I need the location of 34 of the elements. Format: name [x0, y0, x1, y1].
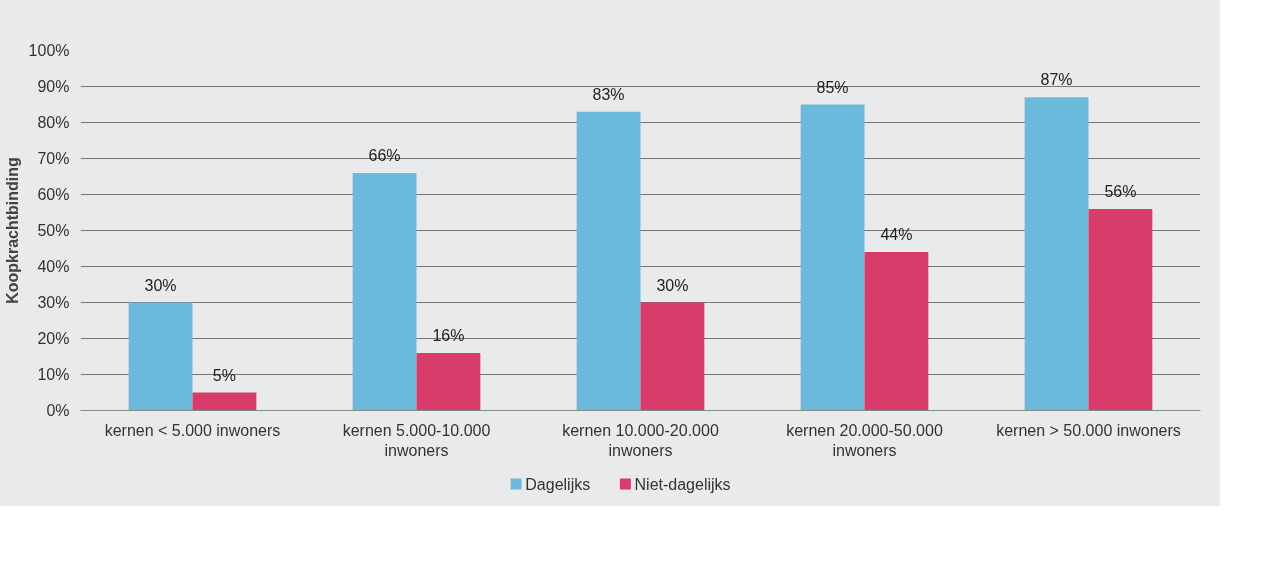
y-tick-label: 100%	[28, 42, 70, 59]
data-label: 44%	[880, 226, 913, 244]
y-tick-label: 30%	[37, 294, 70, 311]
bar	[128, 302, 193, 411]
data-label: 87%	[1040, 71, 1073, 89]
x-tick-label: kernen < 5.000 inwoners	[104, 421, 281, 439]
y-tick-label: 0%	[46, 402, 70, 419]
y-tick-label: 70%	[37, 150, 70, 167]
bar	[864, 252, 929, 411]
x-tick-label: kernen 5.000-10.000 inwoners	[342, 421, 491, 459]
y-tick-label: 40%	[37, 258, 70, 275]
bar	[352, 172, 417, 411]
data-label: 83%	[592, 85, 625, 103]
y-tick-label: 20%	[37, 330, 70, 347]
y-tick-label: 90%	[37, 78, 70, 95]
legend-label: Niet-dagelijks	[634, 475, 731, 493]
bar	[800, 104, 865, 411]
bar	[192, 392, 257, 411]
y-tick-label: 10%	[37, 366, 70, 383]
legend-label: Dagelijks	[525, 475, 591, 493]
bar	[1024, 97, 1089, 411]
bar	[1088, 208, 1153, 411]
y-axis-title: Koopkrachtbinding	[3, 157, 21, 304]
x-tick-label: kernen > 50.000 inwoners	[996, 421, 1181, 439]
bar	[416, 352, 481, 411]
data-label: 30%	[144, 276, 177, 294]
bar	[576, 111, 641, 411]
y-tick-label: 60%	[37, 186, 70, 203]
y-tick-label: 80%	[37, 114, 70, 131]
x-tick-label: kernen 10.000-20.000 inwoners	[562, 421, 719, 459]
bar	[640, 302, 705, 411]
y-tick-label: 50%	[37, 222, 70, 239]
x-tick-label: kernen 20.000-50.000 inwoners	[786, 421, 943, 459]
data-label: 30%	[656, 276, 689, 294]
